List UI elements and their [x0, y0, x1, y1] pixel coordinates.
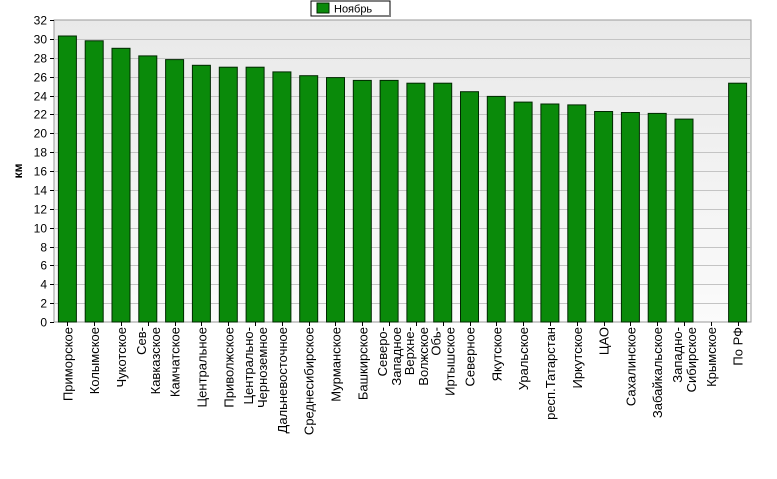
y-tick-label: 32 — [34, 14, 48, 28]
bar — [594, 111, 614, 323]
bar — [647, 112, 667, 323]
x-tick-label: Забайкальское — [650, 327, 665, 418]
bar — [352, 79, 372, 323]
bar — [84, 40, 104, 323]
bar — [245, 66, 265, 323]
x-tick-label: Северо-Западное — [375, 327, 404, 386]
x-tick-label: Дальневосточное — [275, 327, 290, 433]
y-tick-label: 18 — [34, 146, 48, 160]
x-tick-label: Верхне-Волжское — [402, 327, 431, 386]
x-tick-label: Северное — [463, 327, 478, 386]
bar-series-november — [57, 35, 748, 323]
y-tick-label: 4 — [40, 278, 47, 292]
y-tick-label: 2 — [40, 297, 47, 311]
x-tick-label: Центральное — [194, 327, 209, 407]
bar — [674, 118, 694, 323]
y-tick-label: 28 — [34, 52, 48, 66]
x-tick-label: Обь-Иртышское — [429, 327, 458, 396]
bar — [433, 82, 453, 323]
bar — [540, 103, 560, 323]
y-tick-label: 14 — [34, 184, 48, 198]
y-tick-label: 26 — [34, 71, 48, 85]
x-tick-label: Сахалинское — [623, 327, 638, 406]
x-axis-ticks: Приморское Колымское Чукотское Сев-Кавказск… — [60, 322, 746, 435]
x-tick-label: Мурманское — [329, 327, 344, 402]
bar — [165, 59, 185, 323]
bar — [299, 75, 319, 323]
x-tick-label: Центрально-Черноземное — [241, 327, 270, 408]
y-tick-label: 24 — [34, 90, 48, 104]
y-tick-label: 10 — [34, 222, 48, 236]
legend-entry-november: Ноябрь — [334, 4, 372, 16]
y-tick-label: 16 — [34, 165, 48, 179]
x-tick-label: Среднесибирское — [302, 327, 317, 435]
legend-frame-shadow — [389, 3, 391, 17]
legend[interactable]: Ноябрь — [310, 0, 391, 17]
x-tick-label: Колымское — [87, 327, 102, 394]
x-tick-label: респ.Татарстан — [543, 327, 558, 420]
x-tick-label: Камчатское — [168, 327, 183, 397]
bar — [272, 71, 292, 323]
bar — [191, 64, 211, 323]
x-tick-label: По РФ — [731, 327, 746, 366]
y-axis-label: км — [11, 163, 25, 178]
bar — [728, 82, 748, 323]
bar — [138, 55, 158, 323]
legend-swatch — [316, 2, 330, 14]
x-tick-label: ЦАО — [597, 327, 612, 355]
x-tick-label: Приморское — [60, 327, 75, 401]
x-tick-label: Чукотское — [114, 327, 129, 388]
x-tick-label: Иркутское — [570, 327, 585, 389]
bar — [460, 91, 479, 323]
bar — [218, 66, 238, 323]
x-tick-label: Западно-Сибирское — [670, 327, 699, 392]
x-tick-label: Сев-Кавказское — [134, 327, 163, 394]
y-tick-label: 8 — [40, 241, 47, 255]
bar — [567, 104, 587, 323]
bar — [326, 77, 345, 323]
x-tick-label: Крымское — [704, 327, 719, 387]
bar — [486, 95, 506, 323]
bar — [406, 82, 426, 323]
x-tick-label: Приволжское — [221, 327, 236, 408]
bar — [111, 47, 131, 323]
bar — [379, 79, 399, 323]
x-tick-label: Якутское — [489, 327, 504, 381]
bar — [57, 35, 77, 323]
y-tick-label: 20 — [34, 127, 48, 141]
y-tick-label: 6 — [40, 259, 47, 273]
bar — [513, 101, 533, 323]
y-tick-label: 30 — [34, 33, 48, 47]
x-tick-label: Башкирское — [355, 327, 370, 400]
y-tick-label: 0 — [40, 316, 47, 330]
y-tick-label: 22 — [34, 108, 48, 122]
y-tick-label: 12 — [34, 203, 48, 217]
bar — [620, 112, 640, 323]
x-tick-label: Уральское — [516, 327, 531, 390]
